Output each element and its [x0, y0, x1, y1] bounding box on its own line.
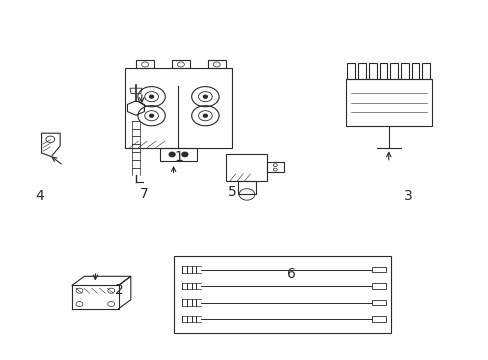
Circle shape — [203, 95, 207, 98]
Circle shape — [182, 152, 187, 157]
Text: 5: 5 — [227, 185, 236, 198]
Circle shape — [203, 114, 207, 117]
Text: 3: 3 — [403, 189, 412, 203]
Text: 2: 2 — [115, 283, 124, 297]
Circle shape — [169, 152, 175, 157]
Text: 4: 4 — [36, 189, 44, 203]
Circle shape — [149, 95, 153, 98]
Text: 1: 1 — [174, 150, 183, 163]
Text: 7: 7 — [140, 188, 148, 201]
Text: 6: 6 — [286, 267, 295, 280]
Circle shape — [149, 114, 153, 117]
